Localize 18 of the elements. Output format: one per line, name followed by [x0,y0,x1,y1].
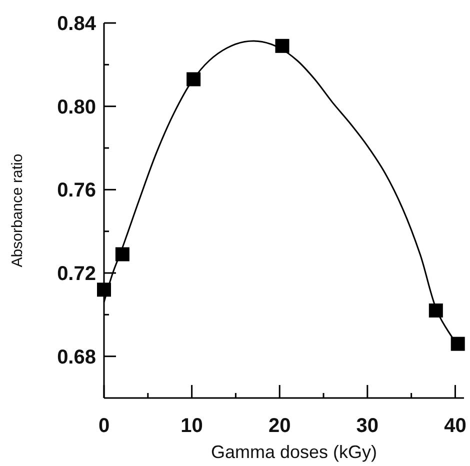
point [186,72,201,86]
x-tick-label: 10 [180,415,203,437]
x-tick-label: 20 [268,415,291,437]
y-tick-label: 0.76 [57,180,96,202]
y-tick-label: 0.68 [57,346,96,368]
point [450,336,465,351]
x-tick-label: 30 [356,415,379,437]
point [115,247,130,262]
y-tick-label: 0.84 [57,13,97,35]
x-axis-title: Gamma doses (kGy) [210,442,378,462]
y-tick-label: 0.72 [57,263,96,285]
x-tick-label: 40 [444,415,466,437]
point [97,282,111,297]
y-axis-title: Absorbance ratio [9,154,26,268]
point [275,38,290,53]
point [428,304,443,318]
x-tick-label: 0 [98,415,110,437]
y-tick-label: 0.80 [57,96,96,118]
